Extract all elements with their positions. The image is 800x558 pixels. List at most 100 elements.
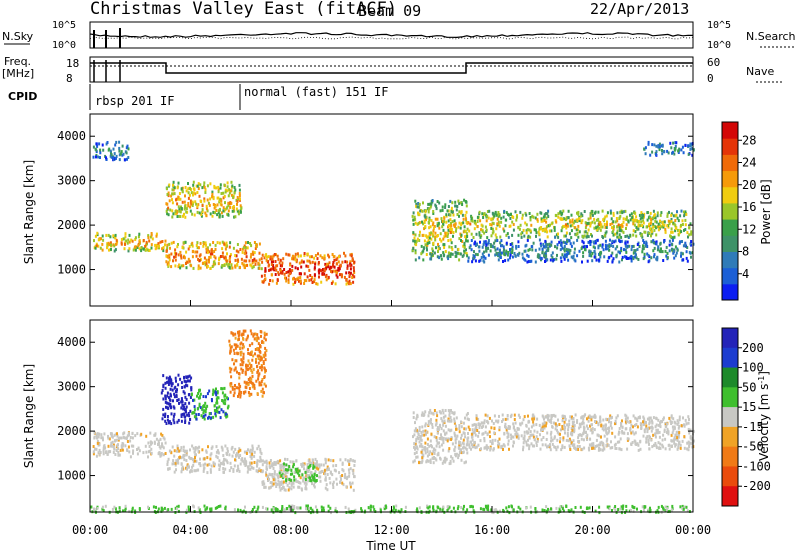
heatmap-cell (655, 258, 657, 261)
heatmap-cell (484, 439, 486, 442)
heatmap-cell (658, 228, 660, 231)
heatmap-cell (425, 210, 427, 213)
heatmap-cell (231, 185, 233, 188)
heatmap-cell (519, 416, 521, 419)
heatmap-cell (439, 437, 441, 440)
heatmap-cell (414, 240, 416, 243)
heatmap-cell (686, 250, 688, 253)
heatmap-cell (273, 483, 275, 486)
heatmap-cell (507, 259, 509, 262)
heatmap-cell (504, 445, 506, 448)
heatmap-cell (473, 442, 475, 445)
heatmap-cell (185, 375, 187, 378)
heatmap-cell (312, 459, 314, 462)
heatmap-cell (186, 266, 188, 269)
heatmap-cell (189, 448, 191, 451)
heatmap-cell (255, 358, 257, 361)
heatmap-cell (593, 245, 595, 248)
heatmap-cell (444, 203, 446, 206)
heatmap-cell (545, 228, 547, 231)
heatmap-cell (271, 464, 273, 467)
heatmap-cell (539, 433, 541, 436)
heatmap-cell (265, 385, 267, 388)
heatmap-cell (676, 431, 678, 434)
heatmap-cell (150, 448, 152, 451)
heatmap-cell (686, 257, 688, 260)
heatmap-cell (433, 461, 435, 464)
heatmap-cell (338, 255, 340, 258)
heatmap-cell (622, 225, 624, 228)
heatmap-cell (456, 435, 458, 438)
heatmap-cell (224, 445, 226, 448)
heatmap-cell (469, 246, 471, 249)
heatmap-cell (288, 281, 290, 284)
heatmap-cell (436, 411, 438, 414)
heatmap-cell (430, 433, 432, 436)
heatmap-cell (241, 351, 243, 354)
heatmap-cell (466, 201, 468, 204)
heatmap-cell (239, 373, 241, 376)
heatmap-cell (432, 223, 434, 226)
heatmap-cell (435, 419, 437, 422)
heatmap-cell (284, 276, 286, 279)
heatmap-cell (620, 437, 622, 440)
heatmap-cell (178, 205, 180, 208)
heatmap-cell (188, 191, 190, 194)
colorbar-tick-label: 16 (742, 200, 756, 214)
heatmap-cell (173, 421, 175, 424)
heatmap-cell (349, 253, 351, 256)
heatmap-cell (559, 437, 561, 440)
heatmap-cell (617, 414, 619, 417)
heatmap-cell (475, 434, 477, 437)
heatmap-cell (427, 455, 429, 458)
heatmap-cell (345, 458, 347, 461)
heatmap-cell (426, 431, 428, 434)
heatmap-cell (197, 258, 199, 261)
heatmap-cell (604, 435, 606, 438)
heatmap-cell (127, 145, 129, 148)
heatmap-cell (503, 245, 505, 248)
heatmap-cell (594, 414, 596, 417)
heatmap-cell (249, 394, 251, 397)
heatmap-cell (441, 444, 443, 447)
heatmap-cell (168, 213, 170, 216)
heatmap-cell (541, 251, 543, 254)
heatmap-cell (102, 235, 104, 238)
heatmap-cell (522, 214, 524, 217)
heatmap-cell (96, 142, 98, 145)
heatmap-cell (603, 248, 605, 251)
heatmap-cell (206, 259, 208, 262)
heatmap-cell (245, 260, 247, 263)
heatmap-cell (513, 229, 515, 232)
heatmap-cell (179, 456, 181, 459)
heatmap-cell (242, 251, 244, 254)
heatmap-cell (471, 239, 473, 242)
heatmap-cell (592, 427, 594, 430)
heatmap-cell (577, 236, 579, 239)
heatmap-cell (152, 237, 154, 240)
heatmap-cell (210, 416, 212, 419)
heatmap-cell (570, 224, 572, 227)
heatmap-cell (250, 369, 252, 372)
heatmap-cell (307, 474, 309, 477)
heatmap-cell (648, 435, 650, 438)
heatmap-cell (589, 443, 591, 446)
heatmap-cell (196, 418, 198, 421)
heatmap-cell (539, 239, 541, 242)
heatmap-cell (669, 142, 671, 145)
heatmap-cell (539, 233, 541, 236)
colorbar-swatch (722, 171, 738, 188)
heatmap-cell (602, 236, 604, 239)
heatmap-cell (478, 260, 480, 263)
heatmap-cell (543, 245, 545, 248)
heatmap-cell (463, 422, 465, 425)
heatmap-cell (611, 240, 613, 243)
heatmap-cell (225, 248, 227, 251)
heatmap-cell (482, 230, 484, 233)
heatmap-cell (429, 257, 431, 260)
heatmap-cell (566, 217, 568, 220)
heatmap-cell (159, 451, 161, 454)
heatmap-cell (251, 342, 253, 345)
heatmap-cell (257, 459, 259, 462)
heatmap-cell (348, 472, 350, 475)
